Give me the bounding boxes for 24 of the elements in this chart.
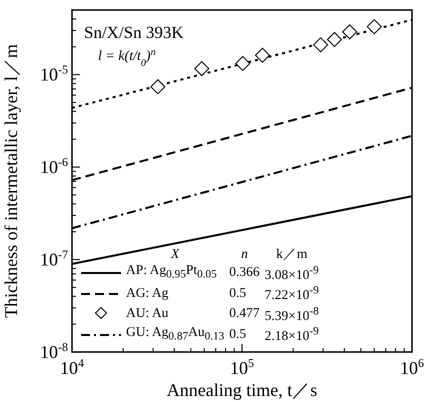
x-axis-title: Annealing time, t／s	[166, 380, 318, 400]
annotation: 3.08×10$^{-9}$	[264, 264, 319, 282]
y-tick-label: 10$^{-7}$	[40, 248, 68, 270]
annotation: 0.5	[229, 326, 246, 342]
annotation: 0.5	[229, 284, 246, 300]
annotation: X	[171, 246, 180, 261]
legend-label: GU: Ag$_{0.87}$Au$_{0.13}$	[126, 324, 224, 342]
y-tick-label: 10$^{-6}$	[40, 155, 68, 178]
annotation: 0.366	[229, 264, 260, 280]
annotation: 2.18×10$^{-9}$	[264, 326, 319, 344]
text: Sn/X/Sn 393K	[84, 23, 184, 42]
annotation: k／m	[276, 246, 308, 261]
y-tick-label: 10$^{-5}$	[40, 62, 68, 85]
legend-label: AG: Ag	[126, 284, 168, 300]
x-tick-label: 10$^{6}$	[400, 356, 424, 378]
y-axis-title: Thickness of intermetallic layer, l／m	[1, 44, 21, 318]
x-tick-label: 10$^{5}$	[230, 356, 254, 378]
annotation: 5.39×10$^{-8}$	[264, 305, 319, 323]
annotation: n	[241, 246, 248, 261]
annotation: 0.477	[229, 305, 260, 320]
text: l = k(t/t$_{0}$)$^{n}$	[98, 46, 156, 68]
legend-label: AP: Ag$_{0.95}$Pt$_{0.05}$	[126, 262, 217, 281]
legend-label: AU: Au	[126, 305, 168, 320]
annotation: 7.22×10$^{-9}$	[264, 284, 319, 302]
